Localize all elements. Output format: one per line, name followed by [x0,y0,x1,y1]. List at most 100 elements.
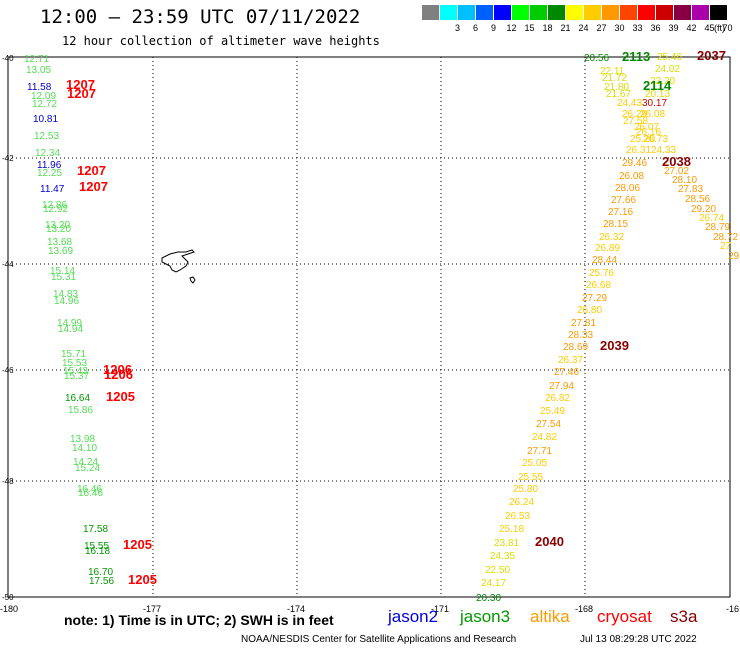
wave-height-label: 27.71 [527,446,552,457]
wave-height-label: 14.99 [57,318,82,329]
scale-label: 33 [632,23,643,33]
lon-tick-label: -168 [575,604,593,614]
scale-swatch [584,5,601,20]
wave-height-label: 27.66 [611,195,636,206]
wave-height-label: 13.68 [47,237,72,248]
lat-tick-labels: -40 -42 -44 -46 -48 -50 [2,54,14,602]
wave-height-label: 12.53 [34,131,59,142]
scale-label: 3 [454,23,460,33]
pass-time-label: 1206 [103,362,132,377]
footer-timestamp: Jul 13 08:29:28 UTC 2022 [580,634,697,645]
wave-height-label: 14.24 [73,457,98,468]
lat-tick-label: -44 [2,260,14,269]
wave-height-label: 25.46 [657,52,682,63]
wave-height-label: 15.31 [51,272,76,283]
wave-height-label: 12.25 [37,168,62,179]
wave-height-label: 16.46 [78,488,103,499]
pass-time-label: 2114 [643,78,672,93]
legend-jason2: jason2 [388,607,439,626]
wave-height-label: 23.81 [494,538,519,549]
pass-time-label: 1205 [128,572,157,587]
lon-tick-label: -174 [287,604,305,614]
grid-lines [8,57,730,597]
legend-altika: altika [530,607,570,626]
wave-height-label: 28.79 [705,222,730,233]
islet-outline [189,276,196,284]
island-chatham [161,249,196,284]
pass-time-label: 2113 [622,49,650,64]
wave-height-label: 16.64 [65,393,90,404]
lon-tick-label: -16 [726,604,739,614]
wave-height-label: 20.56 [584,53,609,64]
wave-height-label: 20.13 [645,89,670,100]
scale-swatch [638,5,655,20]
wave-height-label: 26.74 [699,213,724,224]
wave-height-label: 28.69 [563,342,588,353]
wave-height-label: 28.72 [713,232,738,243]
wave-height-label: 26.08 [619,171,644,182]
pass-time-label: 2040 [535,534,564,549]
scale-swatch [602,5,619,20]
scale-swatch [710,5,727,20]
wave-height-label: 27.83 [678,184,703,195]
scale-label: 45 [704,23,715,33]
wave-height-label: 27.54 [536,419,561,430]
pass-time-label: 1206 [104,367,133,382]
scale-unit: (ft) [714,23,725,33]
scale-label: 24 [578,23,589,33]
wave-height-label: 13.05 [26,65,51,76]
wave-height-label: 22.20 [650,76,675,87]
wave-height-label: 25.18 [499,524,524,535]
scale-label: 9 [490,23,496,33]
wave-height-label: 13.98 [70,434,95,445]
notes-text: note: 1) Time is in UTC; 2) SWH is in fe… [64,612,334,628]
lat-tick-label: -42 [2,154,14,163]
wave-height-label: 17.56 [89,576,114,587]
lon-tick-label: -171 [431,604,449,614]
wave-height-label: 28.06 [615,183,640,194]
wave-height-label: 26.68 [586,280,611,291]
scale-swatch [458,5,475,20]
scale-label: 30 [614,23,625,33]
scale-swatch [620,5,637,20]
wave-height-label: 16.46 [77,484,102,495]
wave-height-label: 15.43 [63,366,88,377]
wave-height-label: 15.55 [84,541,109,552]
wave-height-label: 12.09 [31,91,56,102]
lat-tick-label: -48 [2,477,14,486]
wave-height-label: 26.32 [599,232,624,243]
wave-height-label: 26.80 [577,305,602,316]
pass-time-label: 1205 [106,389,135,404]
pass-time-label: 1207 [77,163,106,178]
wave-height-label: 15.24 [75,463,100,474]
wave-height-label: 27.29 [582,293,607,304]
pass-time-label: 1207 [66,77,95,92]
wave-height-label: 27.81 [571,318,596,329]
wave-height-label: 26.24 [509,497,534,508]
wave-height-label: 13.20 [46,224,71,235]
wave-height-label: 29 [728,251,740,262]
scale-swatch [476,5,493,20]
wave-height-label: 25.05 [522,458,547,469]
wave-height-label: 22.11 [600,66,625,77]
wave-height-label: 21.72 [602,73,627,84]
scale-swatch [656,5,673,20]
wave-height-label: 15.14 [50,266,75,277]
scale-label: 27 [596,23,607,33]
pass-time-label: 2038 [662,154,691,169]
wave-height-label: 13.69 [48,246,73,257]
scale-label: 15 [524,23,535,33]
footer-credit: NOAA/NESDIS Center for Satellite Applica… [241,634,517,645]
legend-cryosat: cryosat [597,607,652,626]
wave-height-label: 15.53 [62,358,87,369]
scale-label: 18 [542,23,553,33]
wave-height-label: 26.29 [622,109,647,120]
wave-height-label: 15.37 [64,371,89,382]
wave-height-label: 28.33 [568,330,593,341]
scale-swatch [422,5,439,20]
wave-height-label: 25.55 [518,472,543,483]
map-title: 12:00 — 23:59 UTC 07/11/2022 [40,6,361,28]
wave-height-label: 17.58 [83,524,108,535]
legend-jason3: jason3 [460,607,511,626]
scale-label: 42 [686,23,697,33]
